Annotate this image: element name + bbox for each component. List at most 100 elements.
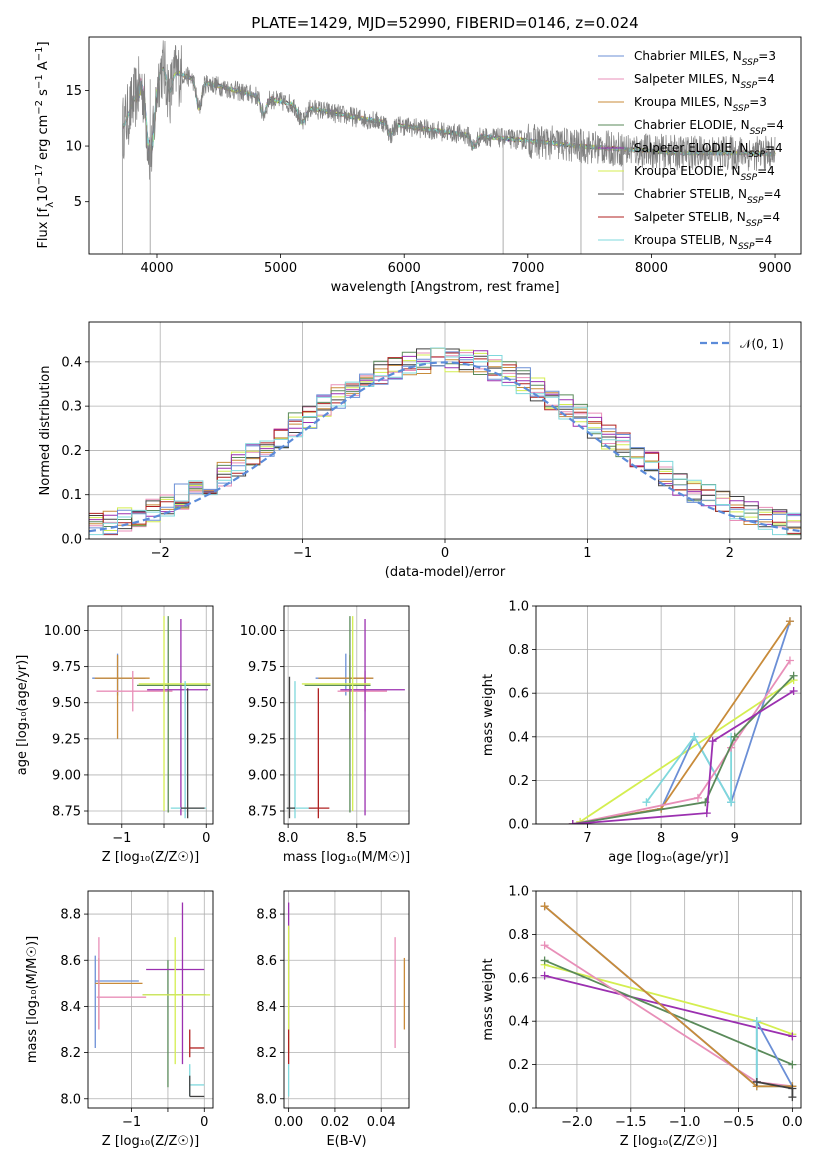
y-axis-label-part: ] [36,41,51,46]
plot-area [88,606,213,824]
plus-marker [752,1017,761,1026]
plus-marker [788,1060,797,1069]
plus-marker [752,1077,761,1086]
y-tick-label: 8.2 [60,1046,81,1061]
axes-frame [87,890,214,1109]
y-axis-label: Normed distribution [38,366,53,496]
legend-label: Kroupa ELODIE, NSSP=4 [634,164,775,183]
x-tick-label: 6000 [388,261,421,276]
y-tick-label: 0.8 [508,643,529,658]
plus-marker [540,956,549,965]
y-tick-label: 9.00 [52,768,81,783]
y-tick-label: 9.00 [248,768,277,783]
y-axis-label-part: 10 [36,185,51,202]
legend-value: =3 [758,49,776,63]
x-tick-label: −1.5 [615,1115,647,1130]
legend-value: =4 [764,187,782,201]
legend-name: Kroupa MILES, N [634,95,733,109]
legend-label: Chabrier ELODIE, NSSP=4 [634,118,784,137]
panel-mass-weight-vs-age: 7 8 9 0.0 0.2 0.4 0.6 0.8 1.0 age [log₁₀(age/yr)]… [481,600,802,865]
y-tick-label: 8.6 [60,954,81,969]
plot-area [284,606,409,824]
x-axis-label: age [log₁₀(age/yr)] [608,850,729,865]
plus-marker [693,793,702,802]
y-tick-label: 0.4 [508,730,529,745]
y-axis-label-part: −2 [34,100,45,115]
legend-name: Chabrier ELODIE, N [634,118,750,132]
x-tick-label: 0.04 [367,1115,396,1130]
mass-weight-line [544,974,793,1038]
legend-name: Salpeter STELIB, N [634,210,746,224]
axes-frame [87,605,214,825]
plus-marker [789,671,798,680]
legend-name: Kroupa ELODIE, N [634,164,741,178]
x-tick-label: 7000 [511,261,544,276]
x-tick-label: −2.0 [561,1115,593,1130]
legend-value: =4 [757,164,775,178]
y-tick-label: 0.2 [508,1058,529,1073]
x-tick-label: 0 [200,1115,208,1130]
y-axis-label-part: λ [45,202,56,208]
panel-age-vs-mass: 8.0 8.5 8.75 9.00 9.25 9.50 9.75 10.00 mass [log… [240,605,410,865]
y-tick-label: 5 [74,195,82,210]
x-axis-label: mass [log₁₀(M/M☉)] [283,850,410,865]
plus-marker [788,1093,797,1102]
x-axis-label: wavelength [Angstrom, rest frame] [331,280,560,295]
x-tick-label: 8.0 [278,831,299,846]
plot-area [536,606,801,824]
y-tick-label: 8.8 [256,908,277,923]
legend-value: =4 [762,210,780,224]
legend-name: Salpeter ELODIE, N [634,141,748,155]
legend-label: Kroupa MILES, NSSP=3 [634,95,767,114]
y-tick-label: 8.4 [60,1000,81,1015]
legend-label: 𝒩(0, 1) [740,337,784,351]
y-axis-label: Flux [fλ10−17 erg cm−2 s−1 A−1] [34,41,56,248]
panel-mass-weight-vs-Z: −2.0 −1.5 −1.0 −0.5 0.0 0.0 0.2 0.4 0.6 0.8 1.0 Z [… [481,885,803,1150]
y-tick-label: 0.0 [508,1102,529,1117]
plus-marker [727,798,736,807]
y-tick-label: 0.6 [508,687,529,702]
legend-value: =4 [754,233,772,247]
plus-marker [785,656,794,665]
legend-label: Salpeter ELODIE, NSSP=4 [634,141,783,160]
chart-title: PLATE=1429, MJD=52990, FIBERID=0146, z=0… [251,14,638,32]
plus-marker [642,798,651,807]
legend-sub: SSP [747,196,764,206]
panel-spectrum: 4000 5000 6000 7000 8000 9000 5 10 15 wavelength … [34,14,802,295]
plus-marker [788,1032,797,1041]
x-tick-label: 0.02 [320,1115,349,1130]
plus-marker [568,820,577,824]
y-tick-label: 0.2 [508,774,529,789]
legend-sub: SSP [746,219,763,229]
x-tick-label: 5000 [264,261,297,276]
legend-label: Kroupa STELIB, NSSP=4 [634,233,772,252]
y-tick-label: 8.75 [248,805,277,820]
panel-mass-vs-ebv: 0.00 0.02 0.04 8.0 8.2 8.4 8.6 8.8 E(B-V) [256,890,410,1149]
plus-marker [785,617,794,626]
axes-frame [88,321,802,540]
legend-label: Salpeter MILES, NSSP=4 [634,72,775,91]
y-axis-label-part: −1 [34,74,45,89]
plus-marker [788,1084,797,1093]
plus-marker [690,732,699,741]
plus-marker [540,941,549,950]
y-axis-label-part: −17 [34,164,45,185]
y-tick-label: 0.0 [61,533,82,548]
legend-sub: SSP [750,127,767,137]
axes-frame [88,36,802,255]
plus-marker [730,732,739,741]
plus-marker [540,902,549,911]
x-tick-label: 2 [726,546,734,561]
legend-label: Salpeter STELIB, NSSP=4 [634,210,780,229]
x-tick-label: −1 [122,1115,141,1130]
plot-area [88,891,213,1108]
mass-weight-line [544,944,793,1088]
x-axis-label: Z [log₁₀(Z/Z☉)] [102,850,199,865]
x-tick-label: 9 [731,831,739,846]
y-tick-label: 8.6 [256,954,277,969]
panel-residuals: −2 −1 0 1 2 0.0 0.1 0.2 0.3 0.4 (data-model)/error… [38,321,802,580]
y-axis-label: mass [log₁₀(M/M☉)] [25,936,40,1063]
y-tick-label: 8.4 [256,1000,277,1015]
plus-marker [702,809,711,818]
y-axis-label: age [log₁₀(age/yr)] [15,655,30,776]
